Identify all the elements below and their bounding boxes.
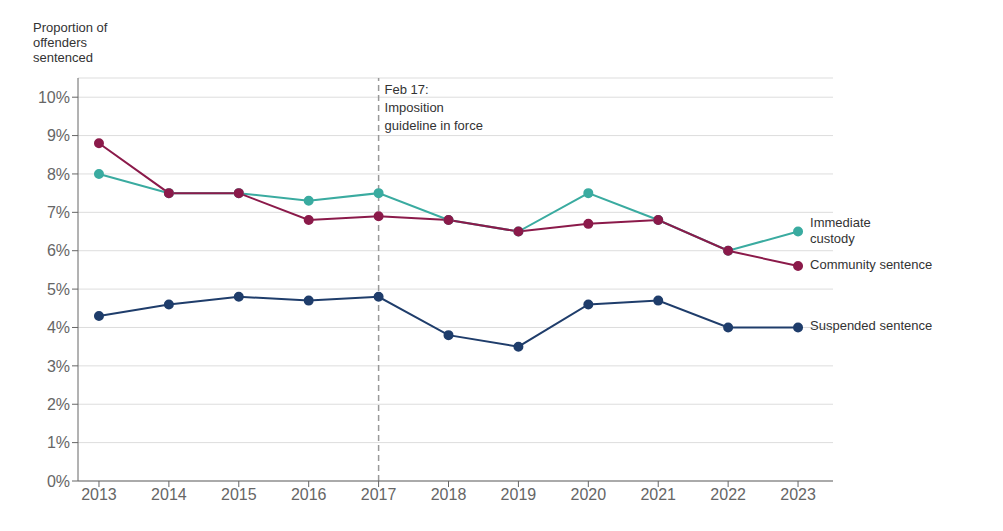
svg-text:2019: 2019 (501, 486, 537, 503)
svg-text:2015: 2015 (221, 486, 257, 503)
svg-text:10%: 10% (38, 89, 70, 106)
svg-text:6%: 6% (47, 242, 70, 259)
svg-text:Feb 17:Impositionguideline in: Feb 17:Impositionguideline in force (385, 82, 483, 133)
svg-text:2016: 2016 (291, 486, 327, 503)
svg-text:5%: 5% (47, 281, 70, 298)
svg-text:2020: 2020 (571, 486, 607, 503)
svg-text:7%: 7% (47, 204, 70, 221)
svg-text:4%: 4% (47, 319, 70, 336)
svg-text:Community sentence: Community sentence (810, 258, 932, 273)
svg-text:2022: 2022 (710, 486, 746, 503)
svg-text:2021: 2021 (640, 486, 676, 503)
svg-text:2017: 2017 (361, 486, 397, 503)
svg-text:8%: 8% (47, 166, 70, 183)
svg-text:Suspended sentence: Suspended sentence (810, 319, 932, 334)
svg-text:3%: 3% (47, 358, 70, 375)
svg-text:2%: 2% (47, 396, 70, 413)
svg-text:Immediatecustody: Immediatecustody (810, 215, 871, 246)
svg-text:0%: 0% (47, 473, 70, 490)
svg-text:9%: 9% (47, 127, 70, 144)
svg-text:2018: 2018 (431, 486, 467, 503)
svg-text:2014: 2014 (151, 486, 187, 503)
svg-text:2023: 2023 (780, 486, 816, 503)
svg-text:1%: 1% (47, 434, 70, 451)
svg-text:2013: 2013 (81, 486, 117, 503)
svg-text:Proportion ofoffenderssentence: Proportion ofoffenderssentenced (33, 20, 108, 65)
